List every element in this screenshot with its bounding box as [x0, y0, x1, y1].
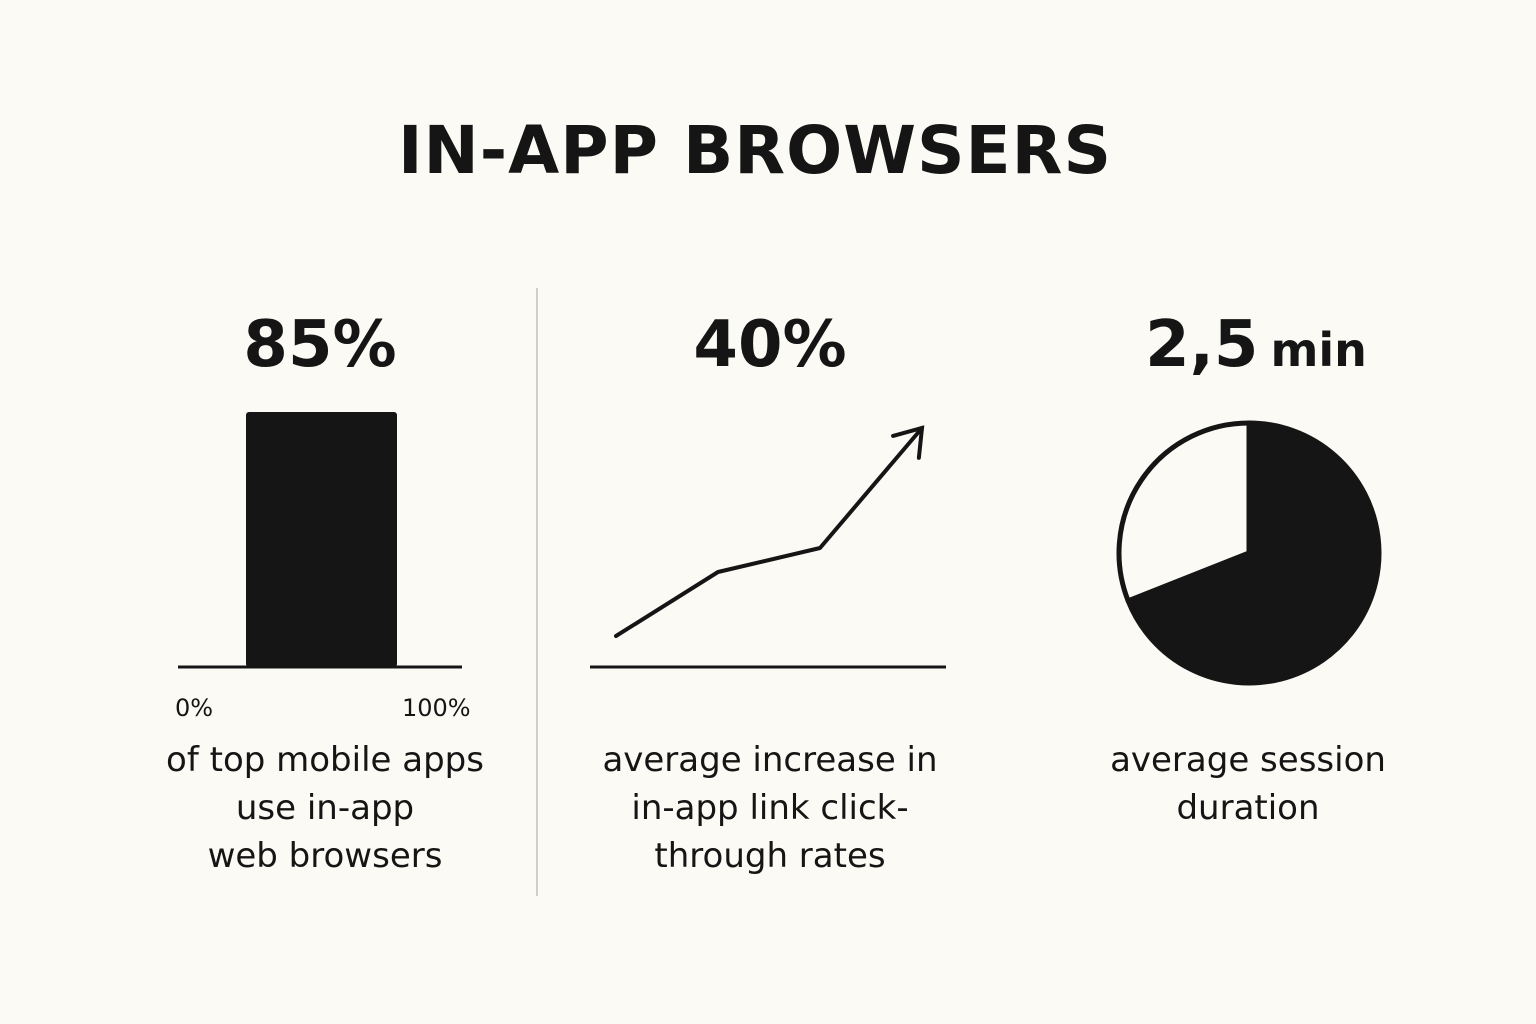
- pie-slice-0: [1125, 420, 1382, 686]
- trend-line: [614, 426, 924, 638]
- stat-value: 2,5: [1145, 308, 1259, 382]
- caption-line: duration: [1176, 788, 1320, 828]
- caption-apps: of top mobile apps use in-app web browse…: [125, 736, 525, 880]
- caption-line: average increase in: [602, 740, 938, 780]
- page-title: IN-APP BROWSERS: [398, 112, 1112, 189]
- axis-tick-max: 100%: [402, 694, 471, 722]
- axis-tick-min: 0%: [175, 694, 214, 722]
- stat-ctr-increase: 40%: [693, 308, 847, 382]
- caption-ctr: average increase in in-app link click- t…: [570, 736, 970, 880]
- caption-line: web browsers: [207, 836, 443, 876]
- stat-session-duration: 2,5 min: [1106, 308, 1406, 382]
- trend-arrowhead: [891, 425, 925, 460]
- stat-unit: min: [1270, 323, 1367, 377]
- bar-mark: [246, 412, 397, 667]
- caption-line: average session: [1110, 740, 1386, 780]
- column-divider: [536, 288, 538, 896]
- caption-line: in-app link click-: [631, 788, 909, 828]
- caption-line: use in-app: [235, 788, 415, 828]
- stat-apps-using-in-app-browsers: 85%: [243, 308, 397, 382]
- caption-session: average session duration: [1048, 736, 1448, 832]
- caption-line: of top mobile apps: [166, 740, 484, 780]
- pie-slice-1: [1116, 420, 1252, 604]
- caption-line: through rates: [654, 836, 886, 876]
